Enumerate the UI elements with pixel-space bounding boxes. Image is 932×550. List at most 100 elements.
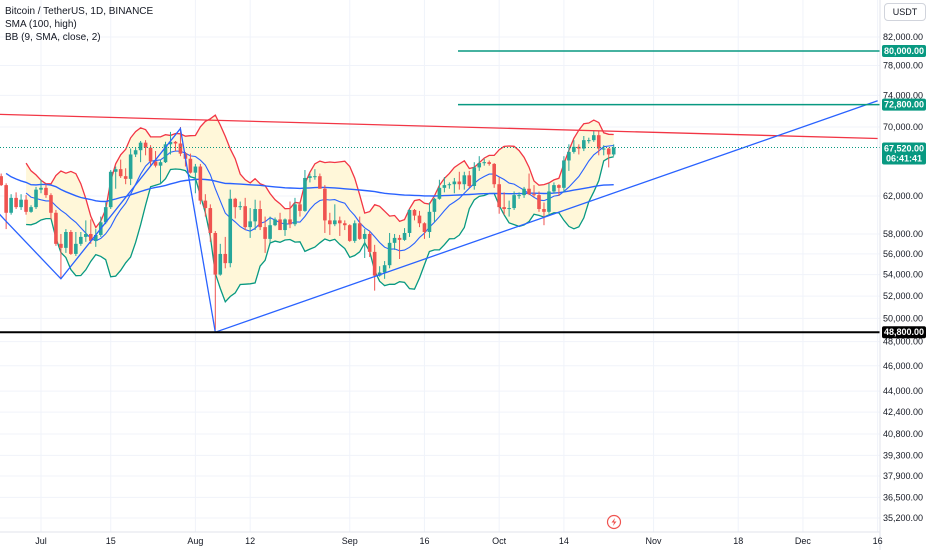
y-tick-label: 46,000.00 — [883, 361, 923, 371]
candle-body — [263, 227, 267, 239]
candle-body — [417, 215, 422, 224]
candle-body — [243, 206, 247, 228]
y-tick-label: 82,000.00 — [883, 32, 923, 42]
candle-body — [44, 187, 48, 196]
candle-body — [288, 219, 292, 225]
candle-body — [84, 233, 88, 237]
price-tags: 80,000.00 72,800.00 48,800.00 67,520.0006:4… — [882, 45, 926, 339]
candle-body — [611, 147, 616, 155]
candle-body — [198, 166, 203, 201]
currency-button[interactable]: USDT — [884, 3, 926, 21]
candle-body — [497, 184, 501, 208]
sma-100-line — [5, 172, 614, 203]
candle-body — [447, 184, 452, 186]
candle-body — [557, 185, 561, 188]
time-axis[interactable]: Jul 15 Aug 12 Sep 16 Oct 14 Nov 18 Dec 16 — [35, 536, 882, 546]
candle-body — [248, 221, 252, 228]
x-tick-label: Sep — [342, 536, 358, 546]
candle-body — [467, 175, 472, 187]
candle-body — [278, 219, 282, 231]
candle-body — [59, 243, 63, 248]
price-tag-label: 80,000.00 — [884, 46, 924, 56]
price-tag-label: 48,800.00 — [884, 327, 924, 337]
candle-body — [238, 206, 242, 208]
bollinger-bands — [25, 114, 614, 304]
y-tick-label: 58,000.00 — [883, 229, 923, 239]
candle-body — [303, 177, 307, 211]
candle-body — [412, 209, 417, 216]
trend-drawings[interactable] — [0, 50, 880, 334]
candle-body — [89, 233, 93, 241]
candle-body — [168, 141, 173, 145]
x-tick-label: Dec — [795, 536, 812, 546]
candle-body — [477, 163, 482, 168]
candle-body — [472, 167, 477, 187]
candle-body — [178, 143, 183, 154]
candle-body — [587, 140, 591, 142]
candle-body — [113, 169, 118, 172]
y-tick-label: 44,000.00 — [883, 386, 923, 396]
candle-body — [407, 209, 412, 233]
candle-body — [362, 233, 367, 239]
candle-body — [522, 188, 526, 196]
candle-body — [14, 197, 18, 208]
countdown-timer: 06:41:41 — [886, 154, 922, 164]
price-tag-bg — [882, 45, 926, 58]
y-tick-label: 37,900.00 — [883, 471, 923, 481]
candle-body — [308, 176, 312, 178]
candle-body — [342, 223, 347, 226]
resistance-line — [0, 113, 878, 140]
candle-body — [283, 219, 287, 231]
candle-body — [377, 272, 382, 276]
candle-body — [9, 197, 13, 213]
bb-indicator-label[interactable]: BB (9, SMA, close, 2) — [5, 32, 101, 43]
candle-body — [338, 220, 342, 224]
symbol-title[interactable]: Bitcoin / TetherUS, 1D, BINANCE — [5, 6, 154, 17]
candle-body — [29, 207, 33, 212]
candle-body — [537, 195, 541, 210]
candle-body — [577, 146, 581, 149]
x-tick-label: Nov — [646, 536, 663, 546]
candle-body — [0, 176, 3, 186]
candle-body — [298, 204, 302, 211]
candle-body — [268, 225, 272, 239]
candle-body — [457, 181, 462, 185]
candle-body — [158, 162, 163, 166]
candle-body — [502, 207, 506, 210]
candle-body — [203, 200, 208, 209]
y-tick-label: 62,000.00 — [883, 191, 923, 201]
candle-body — [402, 232, 407, 240]
lightning-icon[interactable] — [606, 514, 622, 530]
candle-body — [452, 181, 457, 185]
candle-body — [173, 141, 178, 144]
candle-body — [293, 204, 297, 225]
candle-body — [572, 146, 576, 152]
x-tick-label: 16 — [873, 536, 883, 546]
price-axis[interactable]: 82,000.00 78,000.00 74,000.00 70,000.00 62,0… — [883, 32, 923, 523]
candle-body — [542, 209, 546, 212]
candle-body — [118, 169, 123, 177]
candle-body — [313, 176, 317, 178]
sma-indicator-label[interactable]: SMA (100, high) — [5, 19, 77, 30]
candle-body — [427, 211, 432, 232]
candle-body — [128, 154, 133, 179]
candle-body — [258, 209, 262, 228]
candle-body — [387, 242, 392, 266]
candle-body — [49, 195, 53, 213]
candle-body — [4, 185, 8, 213]
candle-body — [133, 150, 138, 155]
price-tag-bg — [882, 326, 926, 339]
candle-body — [552, 185, 556, 192]
candle-body — [163, 144, 168, 163]
candle-body — [517, 195, 521, 197]
candle-body — [492, 163, 496, 185]
chart-legend: Bitcoin / TetherUS, 1D, BINANCE SMA (100… — [5, 5, 153, 44]
candle-body — [397, 237, 402, 240]
candle-body — [392, 237, 397, 243]
y-tick-label: 54,000.00 — [883, 270, 923, 280]
y-tick-label: 39,300.00 — [883, 450, 923, 460]
candle-body — [357, 223, 362, 239]
y-tick-label: 52,000.00 — [883, 291, 923, 301]
candle-body — [591, 135, 596, 141]
